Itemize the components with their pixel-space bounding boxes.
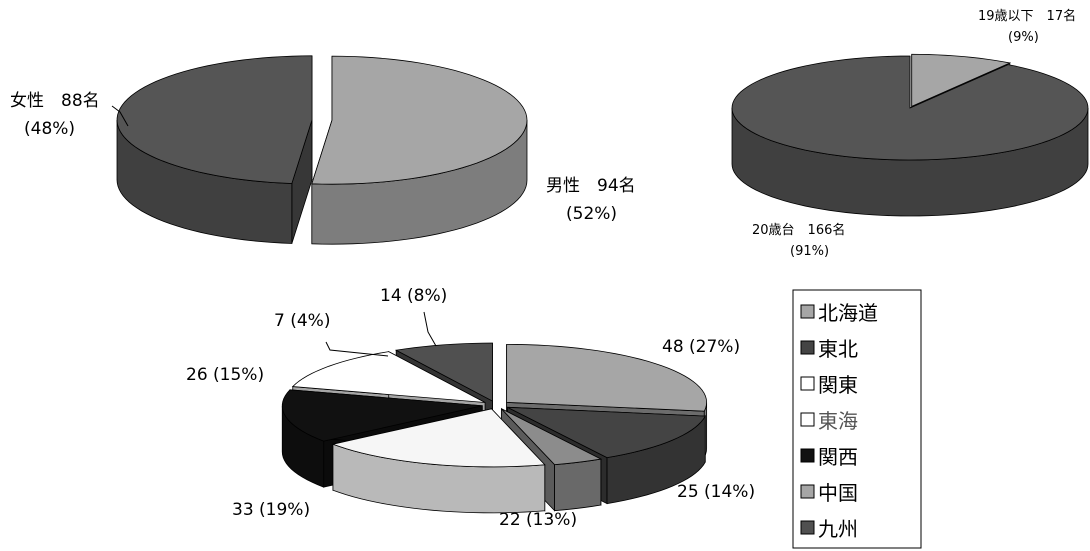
legend-swatch-5 (800, 484, 815, 499)
age-pie-slice-top (731, 55, 1089, 161)
region-pie-slice-top (394, 342, 493, 402)
data-label-kanto: 22 (13%) (499, 510, 577, 530)
region-pie-slice-top (507, 406, 706, 459)
age-pie-slice-top (911, 53, 1012, 107)
data-label-male: 男性 94名 (546, 176, 636, 196)
legend-label-2: 関東 (818, 373, 858, 397)
legend-swatch-2 (800, 376, 815, 391)
data-label-female: 女性 88名 (10, 91, 100, 111)
pie-chart-gender: 男性 94名 (52%) 女性 88名 (48%) (10, 55, 636, 245)
data-label-male-percent: (52%) (566, 204, 617, 224)
data-label-tokai: 33 (19%) (232, 500, 310, 520)
region-pie-slice-top (281, 389, 483, 442)
legend-label-1: 東北 (818, 337, 858, 361)
legend-swatch-3 (800, 412, 815, 427)
data-label-hokkaido: 48 (27%) (662, 337, 740, 357)
legend-label-6: 九州 (818, 517, 858, 541)
legend-swatch-0 (800, 304, 815, 319)
legend-swatch-6 (800, 520, 815, 535)
data-label-age-20s: 20歳台 166名 (752, 222, 845, 238)
data-label-chugoku: 7 (4%) (274, 311, 330, 331)
region-pie-slice-top (501, 408, 603, 466)
legend-label-4: 関西 (818, 445, 858, 469)
region-pie-slice-3 (331, 407, 546, 514)
data-label-age-20s-percent: (91%) (790, 244, 829, 259)
gender-pie-slice-1 (116, 55, 313, 244)
legend-swatch-1 (800, 340, 815, 355)
region-pie-slice-side (554, 458, 602, 512)
legend-label-3: 東海 (818, 409, 858, 433)
data-label-kansai: 26 (15%) (186, 365, 264, 385)
region-pie-slice-top (331, 408, 546, 468)
pie-chart-region: 48 (27%) 25 (14%) 22 (13%) 33 (19%) 26 (15%)… (186, 286, 755, 530)
leader-line-female (111, 105, 129, 127)
data-label-age-19-under: 19歳以下 17名 (978, 8, 1076, 24)
gender-pie-slice-0 (311, 55, 528, 245)
age-pie-slice-1 (731, 55, 1089, 217)
data-label-kyushu: 14 (8%) (380, 286, 447, 306)
gender-pie-slice-top (116, 55, 313, 184)
data-label-age-19-under-percent: (9%) (1008, 30, 1039, 45)
data-label-tohoku: 25 (14%) (677, 482, 755, 502)
pie-chart-age: 19歳以下 17名 (9%) 20歳台 166名 (91%) (731, 8, 1089, 259)
legend-swatch-4 (800, 448, 815, 463)
legend-label-5: 中国 (818, 481, 858, 505)
data-label-female-percent: (48%) (24, 119, 75, 139)
legend-label-0: 北海道 (818, 301, 878, 325)
gender-pie-slice-top (311, 55, 528, 185)
region-pie-slice-top (506, 343, 708, 412)
leader-line-chugoku (325, 341, 389, 357)
leader-line-kyushu (423, 311, 437, 347)
